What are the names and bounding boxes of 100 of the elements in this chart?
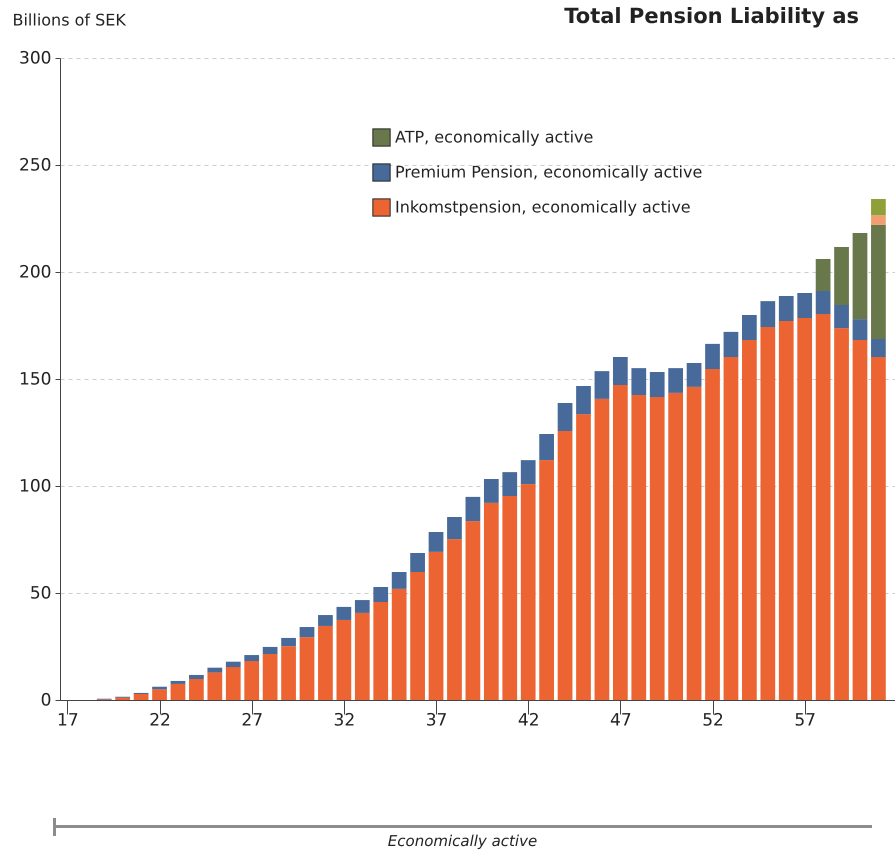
bar — [189, 674, 204, 680]
bar — [631, 368, 646, 396]
bar — [724, 332, 738, 357]
bar — [466, 521, 480, 700]
bar — [871, 356, 886, 700]
bar — [594, 398, 610, 700]
bar — [760, 301, 776, 327]
x-tick-label: 57 — [794, 710, 816, 730]
x-tick-label: 32 — [334, 710, 356, 730]
bar — [152, 686, 167, 690]
bar — [594, 371, 610, 399]
bar — [428, 552, 444, 700]
bar — [262, 646, 278, 654]
bar — [668, 368, 684, 393]
bar — [686, 386, 702, 700]
bar — [760, 327, 776, 700]
bar — [816, 314, 830, 700]
bar — [281, 638, 296, 646]
x-tick-label: 17 — [57, 710, 79, 730]
bar — [318, 615, 333, 626]
bar — [300, 627, 314, 638]
bar — [520, 484, 536, 700]
bar — [373, 602, 388, 700]
bar — [539, 460, 554, 700]
text: Economically active — [386, 832, 538, 850]
bar — [742, 315, 757, 340]
x-tick-label: 27 — [241, 710, 264, 730]
bar — [650, 372, 665, 397]
x-tick-label: 52 — [702, 710, 724, 730]
bar — [686, 362, 702, 387]
bar — [226, 662, 241, 668]
bar — [281, 646, 296, 700]
bar — [576, 386, 591, 414]
y-tick-label: 300 — [19, 48, 52, 68]
bar — [354, 600, 370, 613]
bar — [466, 496, 480, 522]
bar — [871, 215, 886, 225]
bar — [668, 392, 684, 700]
bar — [612, 356, 628, 385]
bar — [724, 356, 738, 700]
bar — [576, 414, 591, 700]
bar — [816, 291, 830, 314]
bar — [447, 517, 462, 540]
bar — [244, 661, 260, 700]
bar — [558, 431, 572, 700]
bar — [612, 384, 628, 700]
y-axis-title: Billions of SEK — [12, 10, 126, 30]
legend-label: ATP, economically active — [395, 128, 594, 146]
bar — [262, 654, 278, 700]
y-tick-label: 150 — [19, 370, 52, 390]
x-tick-label: 37 — [426, 710, 448, 730]
y-tick-label: 250 — [19, 156, 52, 176]
bar — [797, 318, 812, 700]
bar — [207, 668, 222, 672]
bar — [410, 572, 425, 700]
bar — [502, 496, 518, 700]
bar — [705, 368, 720, 700]
bar — [318, 626, 333, 700]
x-tick-label: 42 — [518, 710, 540, 730]
bar — [170, 680, 186, 684]
bar — [336, 620, 352, 700]
y-tick-label: 0 — [40, 690, 52, 710]
bar — [502, 472, 518, 496]
x-tick-label: 47 — [610, 710, 632, 730]
bar — [428, 532, 444, 552]
bar — [373, 587, 388, 602]
bar — [631, 395, 646, 700]
bar — [705, 344, 720, 369]
bar — [300, 637, 314, 700]
bar — [484, 478, 499, 503]
bar — [852, 233, 868, 320]
bar — [410, 552, 425, 572]
bar — [244, 655, 260, 662]
bar — [797, 292, 812, 318]
bar — [189, 679, 204, 700]
bar — [834, 246, 849, 305]
bar — [871, 338, 886, 357]
bar — [834, 304, 849, 328]
bar — [852, 340, 868, 700]
bar — [871, 224, 886, 339]
bar — [778, 321, 794, 700]
bar — [871, 199, 886, 216]
y-tick-label: 200 — [19, 262, 52, 282]
y-tick-label: 50 — [30, 584, 52, 604]
legend-label: Inkomstpension, economically active — [395, 198, 691, 216]
bar — [134, 694, 148, 700]
bar — [336, 606, 352, 620]
bar — [816, 258, 830, 292]
chart-title: Total Pension Liability as — [564, 4, 859, 28]
legend-label: Premium Pension, economically active — [395, 162, 702, 182]
bar — [834, 328, 849, 700]
bar — [484, 502, 499, 700]
bar — [392, 572, 407, 589]
bar — [170, 684, 186, 700]
y-tick-label: 100 — [19, 476, 52, 496]
bar — [392, 588, 407, 700]
bar — [447, 539, 462, 700]
bar — [152, 689, 167, 700]
bar — [650, 396, 665, 700]
bar — [520, 460, 536, 484]
